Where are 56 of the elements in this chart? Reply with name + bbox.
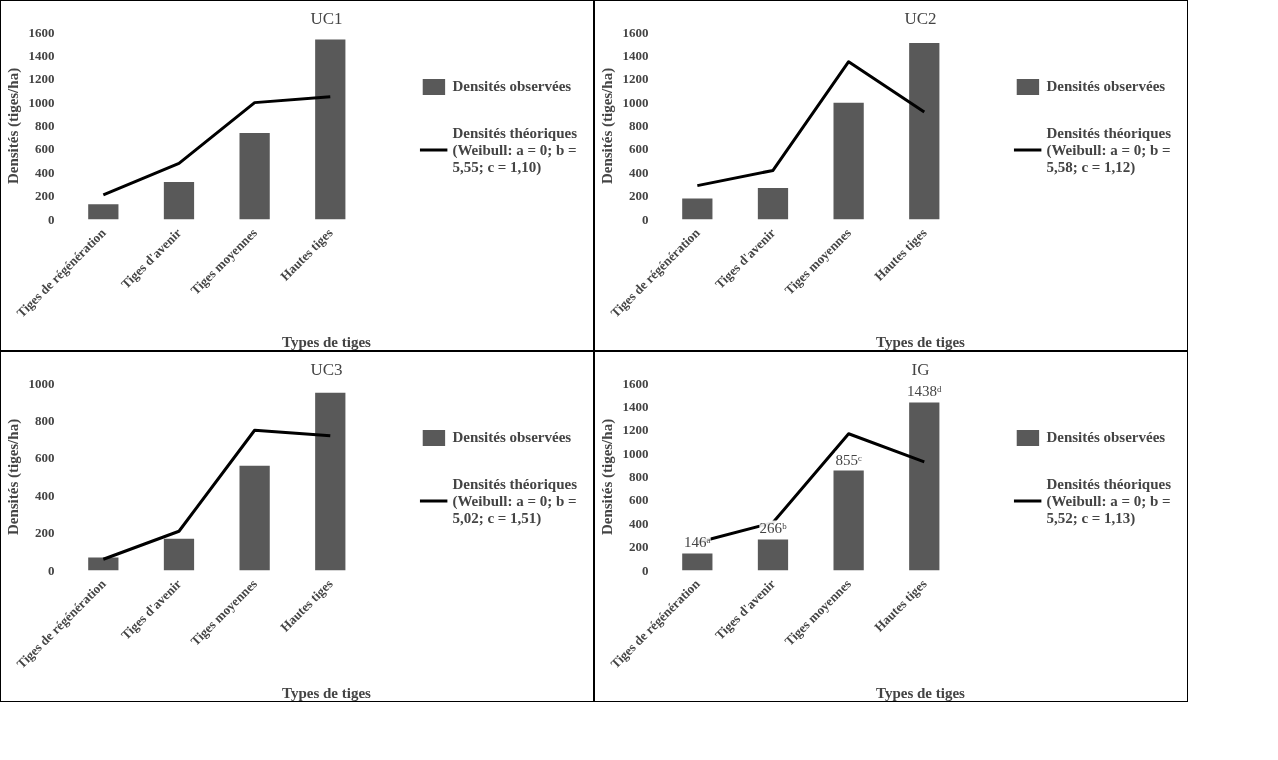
y-tick-label: 600 [35, 141, 55, 157]
y-tick-label: 1200 [622, 71, 649, 87]
chart-title: IG [911, 359, 930, 379]
y-tick-label: 600 [629, 141, 649, 157]
y-tick-label: 1600 [622, 375, 649, 391]
y-tick-label: 800 [35, 412, 55, 428]
legend-label: Densités observées [452, 428, 572, 446]
y-tick-label: 800 [629, 118, 649, 133]
y-tick-label: 1000 [622, 94, 649, 110]
legend-label: Densités observées [1046, 428, 1166, 446]
y-tick-label: 1400 [28, 47, 55, 63]
y-tick-label: 200 [35, 188, 55, 204]
legend-label: Densités théoriques (Weibull: a = 0; b = 5,55; c = 1,10) [452, 124, 577, 175]
y-tick-label: 400 [629, 515, 649, 531]
legend-label: Densités théoriques (Weibull: a = 0; b = 5,52; c = 1,13) [1046, 475, 1171, 526]
y-tick-label: 1000 [28, 375, 55, 391]
y-axis-title: Densités (tiges/ha) [4, 67, 22, 185]
y-axis-title: Densités (tiges/ha) [598, 67, 616, 185]
chart-title: UC3 [310, 359, 343, 379]
x-axis-title: Types de tiges [876, 333, 966, 350]
y-tick-label: 0 [642, 562, 649, 578]
y-tick-label: 1600 [622, 24, 649, 40]
y-tick-label: 0 [48, 562, 55, 578]
y-tick-label: 400 [35, 164, 55, 180]
y-axis-title: Densités (tiges/ha) [4, 418, 22, 536]
y-tick-label: 0 [48, 211, 55, 227]
data-label: 266ᵇ [759, 520, 787, 537]
y-tick-label: 1400 [622, 398, 649, 414]
y-tick-label: 1200 [622, 422, 649, 438]
y-tick-label: 1600 [28, 24, 55, 40]
x-axis-title: Types de tiges [282, 684, 372, 701]
y-tick-label: 400 [35, 487, 55, 503]
y-tick-label: 1200 [28, 71, 55, 87]
y-tick-label: 1000 [28, 94, 55, 110]
y-tick-label: 1000 [622, 445, 649, 461]
chart-title: UC1 [310, 8, 343, 28]
x-axis-title: Types de tiges [876, 684, 966, 701]
y-tick-label: 200 [629, 188, 649, 204]
data-label: 1438ᵈ [906, 383, 942, 400]
y-tick-label: 1400 [622, 47, 649, 63]
legend-label: Densités théoriques (Weibull: a = 0; b = 5,02; c = 1,51) [452, 475, 577, 526]
y-axis-title: Densités (tiges/ha) [598, 418, 616, 536]
y-tick-label: 200 [35, 525, 55, 541]
y-tick-label: 600 [35, 450, 55, 466]
legend-label: Densités observées [452, 77, 572, 95]
legend-label: Densités théoriques (Weibull: a = 0; b = 5,58; c = 1,12) [1046, 124, 1171, 175]
y-tick-label: 200 [629, 539, 649, 555]
y-tick-label: 600 [629, 492, 649, 508]
y-tick-label: 0 [642, 211, 649, 227]
y-tick-label: 800 [629, 469, 649, 484]
chart-title: UC2 [904, 8, 937, 28]
data-label: 855ᶜ [835, 451, 862, 468]
y-tick-label: 400 [629, 164, 649, 180]
x-axis-title: Types de tiges [282, 333, 372, 350]
legend-label: Densités observées [1046, 77, 1166, 95]
y-tick-label: 800 [35, 118, 55, 133]
